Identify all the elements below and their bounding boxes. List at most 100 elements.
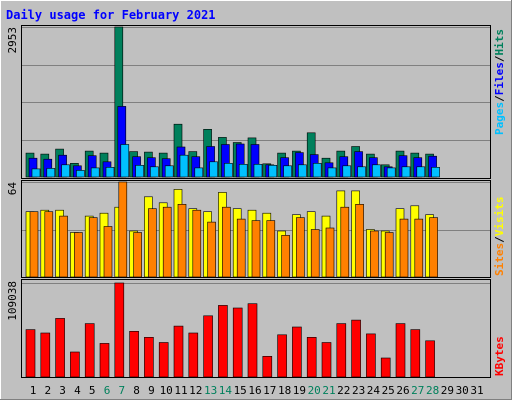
legend-kbytes: KBytes bbox=[493, 336, 506, 376]
visits-ymax-label: 64 bbox=[6, 182, 19, 196]
bar-sites-day-22 bbox=[340, 206, 350, 278]
bar-kbytes-day-23 bbox=[351, 319, 361, 378]
bar-sites-day-13 bbox=[207, 221, 216, 278]
bar-pages-day-27 bbox=[416, 166, 426, 178]
bar-kbytes-day-8 bbox=[129, 330, 139, 378]
bar-kbytes-day-9 bbox=[144, 336, 154, 378]
bar-pages-day-12 bbox=[194, 167, 204, 178]
bar-sites-day-2 bbox=[44, 211, 54, 278]
bar-kbytes-day-10 bbox=[158, 342, 169, 378]
bar-kbytes-day-6 bbox=[99, 343, 110, 378]
kbytes-panel-box bbox=[21, 279, 491, 378]
x-tick-label-14: 14 bbox=[219, 384, 233, 397]
bar-kbytes-day-16 bbox=[247, 303, 258, 378]
bar-kbytes-day-22 bbox=[336, 323, 347, 378]
x-tick-label-20: 20 bbox=[308, 384, 321, 397]
bar-kbytes-day-13 bbox=[203, 315, 213, 378]
legend-sites: Sites bbox=[493, 243, 506, 276]
kbytes-ymax-label: 109038 bbox=[6, 281, 19, 321]
bar-sites-day-6 bbox=[103, 226, 113, 278]
bar-pages-day-21 bbox=[327, 167, 337, 178]
bar-sites-day-27 bbox=[414, 218, 424, 278]
panel-frames bbox=[21, 25, 491, 378]
bar-pages-day-26 bbox=[401, 166, 411, 178]
x-tick-label-6: 6 bbox=[104, 384, 111, 397]
x-tick-label-12: 12 bbox=[189, 384, 202, 397]
legend-hits-panel: Pages/Files/Hits bbox=[493, 29, 506, 135]
bar-sites-day-11 bbox=[177, 204, 187, 278]
x-tick-label-18: 18 bbox=[278, 384, 291, 397]
bar-pages-day-13 bbox=[209, 161, 218, 178]
bar-kbytes-day-27 bbox=[410, 329, 421, 378]
bar-pages-day-5 bbox=[90, 167, 100, 178]
legend-sep-3: / bbox=[493, 236, 506, 243]
bar-sites-day-5 bbox=[88, 217, 98, 278]
x-tick-label-9: 9 bbox=[148, 384, 155, 397]
x-tick-label-1: 1 bbox=[30, 384, 37, 397]
x-tick-label-15: 15 bbox=[234, 384, 247, 397]
x-axis-labels: 1 2 3 4 5 6 7 8 9 10 11 12 13 14 15 16 17 18 19 20 21 22 23 24 2… bbox=[30, 384, 484, 397]
bar-pages-day-10 bbox=[164, 165, 174, 178]
bar-sites-day-19 bbox=[296, 217, 305, 278]
x-tick-label-31: 31 bbox=[470, 384, 483, 397]
bar-kbytes-day-24 bbox=[366, 333, 376, 378]
bar-sites-day-10 bbox=[162, 206, 172, 278]
bar-pages-day-1 bbox=[31, 168, 41, 178]
bar-sites-day-24 bbox=[370, 230, 379, 278]
bar-sites-day-16 bbox=[251, 220, 261, 278]
bar-pages-day-4 bbox=[76, 170, 85, 178]
bar-sites-day-23 bbox=[355, 204, 364, 278]
bar-pages-day-16 bbox=[253, 164, 263, 178]
bar-kbytes-day-12 bbox=[188, 332, 199, 378]
legend-visits: Visits bbox=[493, 197, 506, 237]
legend-sep-2: / bbox=[493, 55, 506, 62]
bar-kbytes-day-28 bbox=[425, 340, 435, 378]
bar-pages-day-7 bbox=[120, 144, 130, 178]
bar-pages-day-23 bbox=[357, 166, 366, 178]
bar-kbytes-day-17 bbox=[262, 355, 273, 378]
x-tick-label-25: 25 bbox=[382, 384, 395, 397]
bar-pages-day-17 bbox=[268, 165, 278, 178]
x-tick-label-17: 17 bbox=[263, 384, 276, 397]
bar-sites-day-17 bbox=[266, 220, 276, 278]
bar-sites-day-25 bbox=[384, 232, 394, 278]
bar-sites-day-3 bbox=[59, 215, 68, 278]
bar-sites-day-26 bbox=[399, 218, 409, 278]
x-tick-label-30: 30 bbox=[456, 384, 469, 397]
x-tick-label-2: 2 bbox=[44, 384, 51, 397]
bar-kbytes-day-3 bbox=[55, 318, 65, 378]
bar-kbytes-day-5 bbox=[84, 323, 95, 378]
bar-sites-day-7 bbox=[118, 181, 128, 278]
bar-sites-day-21 bbox=[325, 227, 335, 278]
bar-pages-day-22 bbox=[342, 165, 352, 178]
bar-kbytes-day-4 bbox=[70, 351, 80, 378]
bar-sites-day-20 bbox=[310, 229, 320, 278]
legend-hits: Hits bbox=[493, 29, 506, 56]
bar-kbytes-day-20 bbox=[306, 336, 317, 378]
bar-pages-day-18 bbox=[283, 165, 292, 178]
bar-pages-day-14 bbox=[224, 163, 233, 178]
x-tick-label-11: 11 bbox=[174, 384, 187, 397]
bar-kbytes-day-18 bbox=[277, 334, 287, 378]
legend-pages: Pages bbox=[493, 102, 506, 135]
bar-kbytes-day-14 bbox=[218, 305, 228, 378]
bar-kbytes-day-25 bbox=[380, 357, 391, 378]
x-tick-label-24: 24 bbox=[367, 384, 381, 397]
bar-pages-day-15 bbox=[238, 164, 248, 178]
bar-sites-day-9 bbox=[148, 208, 157, 278]
bar-pages-day-24 bbox=[372, 164, 381, 178]
bar-kbytes-day-26 bbox=[395, 323, 406, 378]
x-tick-label-10: 10 bbox=[160, 384, 173, 397]
x-tick-label-27: 27 bbox=[411, 384, 424, 397]
bar-kbytes-day-21 bbox=[321, 342, 332, 378]
x-tick-label-19: 19 bbox=[293, 384, 306, 397]
x-tick-label-4: 4 bbox=[74, 384, 81, 397]
legend-sep-1: / bbox=[493, 95, 506, 102]
bar-pages-day-28 bbox=[431, 167, 440, 178]
x-tick-label-21: 21 bbox=[322, 384, 335, 397]
x-tick-label-13: 13 bbox=[204, 384, 217, 397]
legend-visits-panel: Sites/Visits bbox=[493, 197, 506, 277]
bar-pages-day-20 bbox=[312, 163, 322, 178]
x-tick-label-26: 26 bbox=[396, 384, 409, 397]
